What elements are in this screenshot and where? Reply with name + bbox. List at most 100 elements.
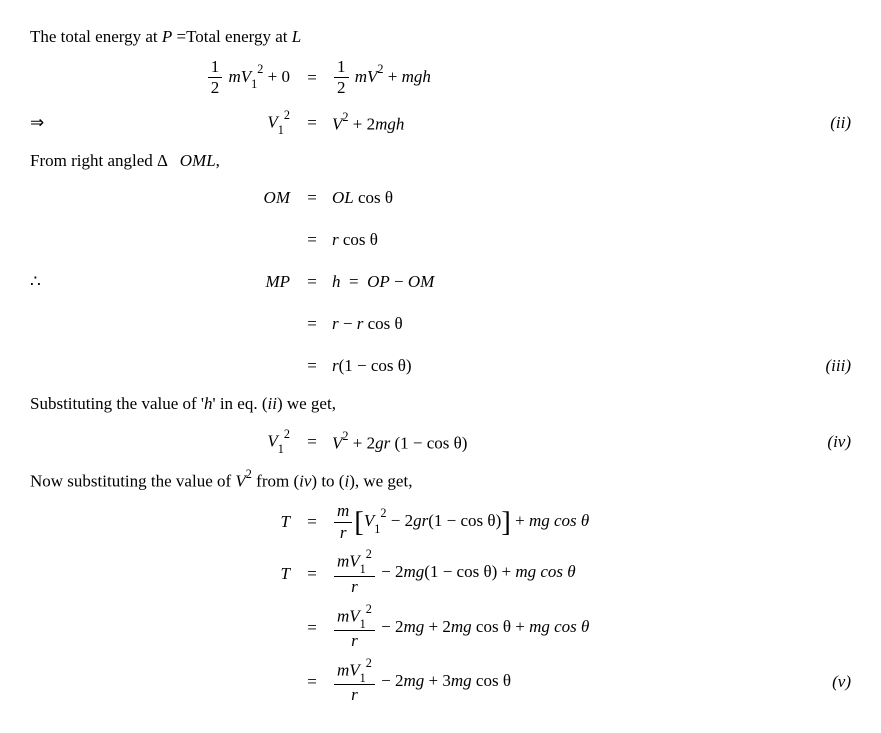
term-2mg: 2mg [395,671,424,690]
text-line-sub-v2: Now substituting the value of V2 from (i… [30,467,851,494]
sup-2: 2 [380,506,386,520]
plus: + [424,617,442,636]
num: 1 [334,58,349,79]
var-V: V [332,114,342,133]
sub-1: 1 [278,123,284,137]
minus: − [377,562,395,581]
term-2mgh: 2mgh [367,114,405,133]
equation-om: OM = OL cos θ [30,181,851,215]
fraction-half: 1 2 [334,58,349,98]
mg-cos: mg cos θ [529,511,589,530]
equals-sign: = [300,672,324,692]
var-r: r [332,314,339,333]
var-V: V [364,511,374,530]
bracket-open-icon: [ [354,506,364,538]
var-OML: OML [180,151,216,170]
num: mV12 [334,605,375,632]
text: from ( [252,472,299,491]
one-minus-cos: (1 − cos θ) [390,433,467,452]
equals-sign: = [300,314,324,334]
term-2gr: 2gr [367,433,391,452]
equals-sign: = [300,512,324,532]
text-line-sub-h: Substituting the value of 'h' in eq. (ii… [30,391,851,417]
equation-mp: ∴ MP = h = OP − OM [30,265,851,299]
equals-sign: = [300,230,324,250]
cos-theta: cos θ [363,314,402,333]
term-2mgcos: 2mg cos θ [442,617,511,636]
one-minus-cos: (1 − cos θ) [339,356,412,375]
eq-tag-v: (v) [801,672,851,692]
var-V: V [235,472,245,491]
text: ), we get, [349,472,412,491]
equation-energy: 1 2 mV12 + 0 = 1 2 mV2 + mgh [30,58,851,98]
fraction-half: 1 2 [208,58,223,98]
fraction-mv1-r: mV12 r [334,605,375,651]
eq-rhs: 1 2 mV2 + mgh [324,58,801,98]
text: =Total energy at [177,27,288,46]
var-T: T [281,564,290,583]
var-m: m [355,67,367,86]
plus: + [424,671,442,690]
equals-sign: = [300,356,324,376]
den: 2 [208,78,223,98]
var-OM: OM [408,272,434,291]
equals-sign: = [349,272,359,291]
eq-tag-iv: (iv) [801,432,851,452]
eq-tag-ii: (ii) [801,113,851,133]
var-r: r [332,356,339,375]
den: 2 [334,78,349,98]
minus: − [377,617,395,636]
minus: − [339,314,357,333]
minus: − [387,511,405,530]
cos-theta: cos θ [339,230,378,249]
one-minus-cos: (1 − cos θ) [428,511,501,530]
term-2gr: 2gr [405,511,429,530]
term-2mg1cos: 2mg(1 − cos θ) [395,562,497,581]
bracket-close-icon: ] [501,506,511,538]
text: Now substituting the value of [30,472,235,491]
plus: + [497,562,515,581]
text: The total energy at [30,27,158,46]
equation-iii: = r(1 − cos θ) (iii) [30,349,851,383]
num: mV12 [334,659,375,686]
cos-theta: cos θ [354,188,393,207]
var-h: h [204,394,213,413]
therefore-icon: ∴ [30,272,60,292]
text: From right angled Δ [30,151,167,170]
den: r [334,631,375,651]
equation-iv: V12 = V2 + 2gr (1 − cos θ) (iv) [30,425,851,459]
var-r: r [332,230,339,249]
equals-sign: = [300,272,324,292]
sup-2: 2 [284,427,290,441]
ref-ii: ii [268,394,277,413]
var-V: V [332,433,342,452]
sup-2: 2 [342,110,348,124]
var-OL: OL [332,188,354,207]
var-h: h [332,272,341,291]
equation-om2: = r cos θ [30,223,851,257]
minus: − [377,671,395,690]
var-mgh: mgh [402,67,431,86]
sup-2: 2 [246,467,252,481]
sub-1: 1 [278,442,284,456]
equation-T2: T = mV12 r − 2mg(1 − cos θ) + mg cos θ [30,550,851,596]
var-V: V [267,432,277,451]
var-OP: OP [367,272,390,291]
var-L: L [292,27,301,46]
var-MP: MP [265,272,290,291]
implies-icon: ⇒ [30,113,60,133]
fraction-m-r: m r [334,502,352,542]
sup-2: 2 [284,108,290,122]
equation-v: = mV12 r − 2mg + 3mg cos θ (v) [30,659,851,705]
den: r [334,577,375,597]
text: ) we get, [277,394,336,413]
sub-1: 1 [251,77,257,91]
equation-mp2: = r − r cos θ [30,307,851,341]
var-T: T [281,512,290,531]
var-P: P [162,27,172,46]
minus: − [390,272,408,291]
sup-2: 2 [257,62,263,76]
var-OM: OM [264,188,290,207]
term-3mgcos: 3mg cos θ [442,671,511,690]
num: 1 [208,58,223,79]
